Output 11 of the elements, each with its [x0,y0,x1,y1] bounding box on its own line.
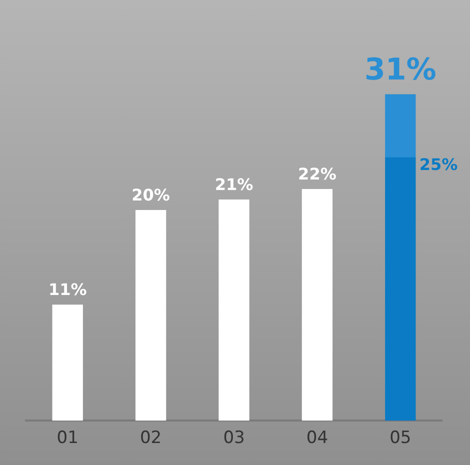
x-tick-label: 03 [223,428,245,448]
total-label: 31% [364,52,436,88]
data-label: 20% [132,185,170,204]
x-tick-label: 02 [140,428,162,448]
x-tick-label: 04 [306,428,328,448]
data-label: 22% [298,164,336,184]
data-label: 21% [214,174,254,194]
x-tick-label: 05 [390,428,412,448]
annotation: 25% [419,154,458,174]
data-label: 11% [48,280,87,300]
x-tick-label: 01 [56,428,78,448]
